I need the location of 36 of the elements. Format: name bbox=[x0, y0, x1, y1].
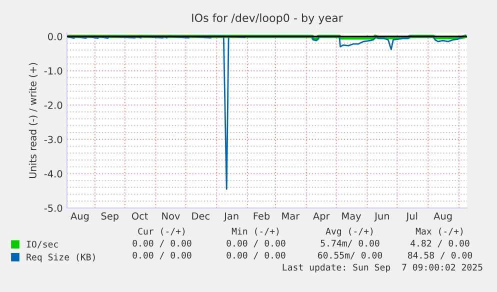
y-axis-title: Units read (-) / write (+) bbox=[28, 62, 38, 178]
x-tick-label: Aug bbox=[70, 212, 89, 222]
y-tick-label: -2.0 bbox=[44, 102, 62, 109]
text: Avg (-/+) bbox=[326, 228, 373, 236]
x-tick-label: May bbox=[342, 212, 362, 222]
x-tick-label: Jul bbox=[406, 212, 418, 222]
text: 4.82 / 0.00 bbox=[410, 240, 470, 248]
text: Min (-/+) bbox=[232, 228, 279, 236]
y-tick-label: -5.0 bbox=[44, 204, 62, 212]
x-tick-label: Dec bbox=[192, 212, 210, 220]
y-tick-label: -4.0 bbox=[44, 170, 62, 178]
text: Last update: Sun Sep 7 09:00:02 2025 bbox=[282, 264, 482, 272]
x-tick-label: Jan bbox=[224, 212, 238, 222]
y-tick-label: -1.0 bbox=[44, 67, 62, 75]
y-tick-label: -3.0 bbox=[44, 136, 62, 144]
chart-title: IOs for /dev/loop0 - by year bbox=[192, 13, 343, 24]
x-tick-label: Aug bbox=[434, 212, 452, 222]
y-tick-label: 0.0 bbox=[48, 32, 62, 40]
x-tick-label: Nov bbox=[162, 212, 180, 220]
text: 0.00 / 0.00 bbox=[226, 252, 286, 260]
text: 60.55m/ 0.00 bbox=[318, 252, 382, 260]
x-tick-label: Jun bbox=[374, 212, 389, 222]
x-tick-label: Sep bbox=[101, 212, 119, 222]
text: 0.00 / 0.00 bbox=[132, 252, 192, 260]
x-tick-label: Apr bbox=[313, 212, 330, 222]
text: Cur (-/+) bbox=[138, 228, 185, 236]
text: 0.00 / 0.00 bbox=[226, 240, 286, 248]
legend-label: Req Size (KB) bbox=[26, 254, 95, 262]
x-tick-label: Feb bbox=[254, 212, 270, 220]
x-tick-label: Oct bbox=[132, 212, 148, 220]
text: Max (-/+) bbox=[416, 228, 463, 236]
text: 5.74m/ 0.00 bbox=[320, 240, 380, 248]
legend-label: IO/sec bbox=[26, 240, 58, 248]
x-tick-label: Mar bbox=[282, 212, 300, 220]
text: 0.00 / 0.00 bbox=[132, 240, 192, 248]
text: 84.58 / 0.00 bbox=[408, 252, 472, 260]
